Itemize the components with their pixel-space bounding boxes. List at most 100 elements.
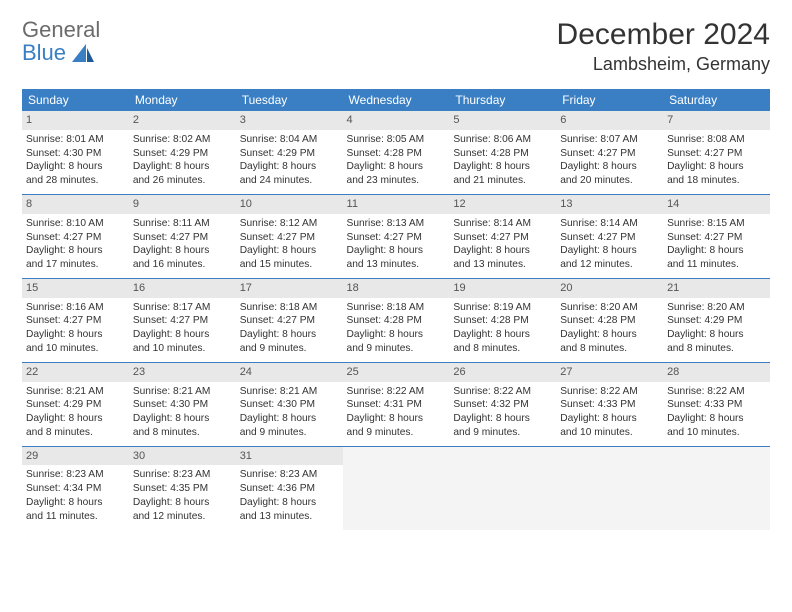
sunrise-text: Sunrise: 8:10 AM [26, 217, 125, 231]
logo-word-1: General [22, 18, 100, 41]
sunrise-text: Sunrise: 8:02 AM [133, 133, 232, 147]
daylight-text: and 8 minutes. [453, 342, 552, 356]
sunrise-text: Sunrise: 8:08 AM [667, 133, 766, 147]
calendar-body: 1Sunrise: 8:01 AMSunset: 4:30 PMDaylight… [22, 111, 770, 530]
week-row: 15Sunrise: 8:16 AMSunset: 4:27 PMDayligh… [22, 278, 770, 361]
sunrise-text: Sunrise: 8:07 AM [560, 133, 659, 147]
day-cell: 31Sunrise: 8:23 AMSunset: 4:36 PMDayligh… [236, 446, 343, 529]
daylight-text: Daylight: 8 hours [453, 412, 552, 426]
logo-sail-icon [72, 44, 94, 62]
daylight-text: and 20 minutes. [560, 174, 659, 188]
day-cell: 28Sunrise: 8:22 AMSunset: 4:33 PMDayligh… [663, 362, 770, 445]
sunset-text: Sunset: 4:35 PM [133, 482, 232, 496]
sunrise-text: Sunrise: 8:21 AM [26, 385, 125, 399]
daylight-text: and 23 minutes. [347, 174, 446, 188]
day-cell: 9Sunrise: 8:11 AMSunset: 4:27 PMDaylight… [129, 194, 236, 277]
month-title: December 2024 [557, 18, 770, 52]
day-cell: 21Sunrise: 8:20 AMSunset: 4:29 PMDayligh… [663, 278, 770, 361]
daylight-text: Daylight: 8 hours [560, 160, 659, 174]
sunrise-text: Sunrise: 8:14 AM [453, 217, 552, 231]
daylight-text: Daylight: 8 hours [133, 412, 232, 426]
daylight-text: Daylight: 8 hours [667, 160, 766, 174]
day-cell: 17Sunrise: 8:18 AMSunset: 4:27 PMDayligh… [236, 278, 343, 361]
sunrise-text: Sunrise: 8:05 AM [347, 133, 446, 147]
sunset-text: Sunset: 4:27 PM [560, 231, 659, 245]
day-number: 21 [663, 279, 770, 298]
daylight-text: and 12 minutes. [133, 510, 232, 524]
sunset-text: Sunset: 4:27 PM [26, 231, 125, 245]
day-number: 12 [449, 195, 556, 214]
empty-cell [663, 446, 770, 529]
sunrise-text: Sunrise: 8:22 AM [560, 385, 659, 399]
sunset-text: Sunset: 4:27 PM [667, 231, 766, 245]
dow-header: Tuesday [236, 89, 343, 111]
day-cell: 5Sunrise: 8:06 AMSunset: 4:28 PMDaylight… [449, 111, 556, 194]
sunset-text: Sunset: 4:27 PM [133, 231, 232, 245]
daylight-text: and 13 minutes. [453, 258, 552, 272]
day-number: 23 [129, 363, 236, 382]
daylight-text: and 13 minutes. [240, 510, 339, 524]
day-number: 29 [22, 447, 129, 466]
daylight-text: Daylight: 8 hours [133, 328, 232, 342]
daylight-text: Daylight: 8 hours [26, 244, 125, 258]
daylight-text: Daylight: 8 hours [560, 244, 659, 258]
day-cell: 24Sunrise: 8:21 AMSunset: 4:30 PMDayligh… [236, 362, 343, 445]
sunrise-text: Sunrise: 8:23 AM [26, 468, 125, 482]
day-number: 1 [22, 111, 129, 130]
sunset-text: Sunset: 4:27 PM [26, 314, 125, 328]
sunset-text: Sunset: 4:32 PM [453, 398, 552, 412]
day-number: 2 [129, 111, 236, 130]
day-number: 18 [343, 279, 450, 298]
day-cell: 22Sunrise: 8:21 AMSunset: 4:29 PMDayligh… [22, 362, 129, 445]
day-number: 16 [129, 279, 236, 298]
sunset-text: Sunset: 4:31 PM [347, 398, 446, 412]
day-cell: 3Sunrise: 8:04 AMSunset: 4:29 PMDaylight… [236, 111, 343, 194]
sunset-text: Sunset: 4:27 PM [453, 231, 552, 245]
logo-word-2: Blue [22, 41, 66, 64]
sunrise-text: Sunrise: 8:21 AM [240, 385, 339, 399]
daylight-text: Daylight: 8 hours [26, 328, 125, 342]
day-of-week-header-row: SundayMondayTuesdayWednesdayThursdayFrid… [22, 89, 770, 111]
day-cell: 29Sunrise: 8:23 AMSunset: 4:34 PMDayligh… [22, 446, 129, 529]
sunrise-text: Sunrise: 8:19 AM [453, 301, 552, 315]
daylight-text: Daylight: 8 hours [560, 412, 659, 426]
day-cell: 20Sunrise: 8:20 AMSunset: 4:28 PMDayligh… [556, 278, 663, 361]
sunset-text: Sunset: 4:30 PM [26, 147, 125, 161]
day-cell: 27Sunrise: 8:22 AMSunset: 4:33 PMDayligh… [556, 362, 663, 445]
daylight-text: Daylight: 8 hours [240, 244, 339, 258]
sunrise-text: Sunrise: 8:04 AM [240, 133, 339, 147]
day-number: 14 [663, 195, 770, 214]
day-number: 13 [556, 195, 663, 214]
brand-logo: General Blue [22, 18, 100, 64]
day-number: 9 [129, 195, 236, 214]
day-number: 28 [663, 363, 770, 382]
day-cell: 19Sunrise: 8:19 AMSunset: 4:28 PMDayligh… [449, 278, 556, 361]
sunset-text: Sunset: 4:27 PM [240, 314, 339, 328]
daylight-text: Daylight: 8 hours [26, 160, 125, 174]
sunset-text: Sunset: 4:27 PM [560, 147, 659, 161]
daylight-text: Daylight: 8 hours [667, 328, 766, 342]
sunset-text: Sunset: 4:27 PM [667, 147, 766, 161]
daylight-text: Daylight: 8 hours [667, 412, 766, 426]
day-cell: 8Sunrise: 8:10 AMSunset: 4:27 PMDaylight… [22, 194, 129, 277]
sunrise-text: Sunrise: 8:22 AM [667, 385, 766, 399]
daylight-text: Daylight: 8 hours [347, 244, 446, 258]
sunrise-text: Sunrise: 8:18 AM [240, 301, 339, 315]
daylight-text: Daylight: 8 hours [347, 160, 446, 174]
sunrise-text: Sunrise: 8:14 AM [560, 217, 659, 231]
sunrise-text: Sunrise: 8:21 AM [133, 385, 232, 399]
dow-header: Saturday [663, 89, 770, 111]
sunset-text: Sunset: 4:28 PM [347, 147, 446, 161]
daylight-text: Daylight: 8 hours [133, 496, 232, 510]
daylight-text: Daylight: 8 hours [453, 160, 552, 174]
daylight-text: and 24 minutes. [240, 174, 339, 188]
sunrise-text: Sunrise: 8:01 AM [26, 133, 125, 147]
sunrise-text: Sunrise: 8:20 AM [667, 301, 766, 315]
day-cell: 13 Sunrise: 8:14 AMSunset: 4:27 PMDayligh… [556, 194, 663, 277]
daylight-text: and 8 minutes. [26, 426, 125, 440]
sunset-text: Sunset: 4:27 PM [133, 314, 232, 328]
day-number: 17 [236, 279, 343, 298]
daylight-text: and 21 minutes. [453, 174, 552, 188]
daylight-text: and 9 minutes. [240, 342, 339, 356]
daylight-text: and 9 minutes. [453, 426, 552, 440]
